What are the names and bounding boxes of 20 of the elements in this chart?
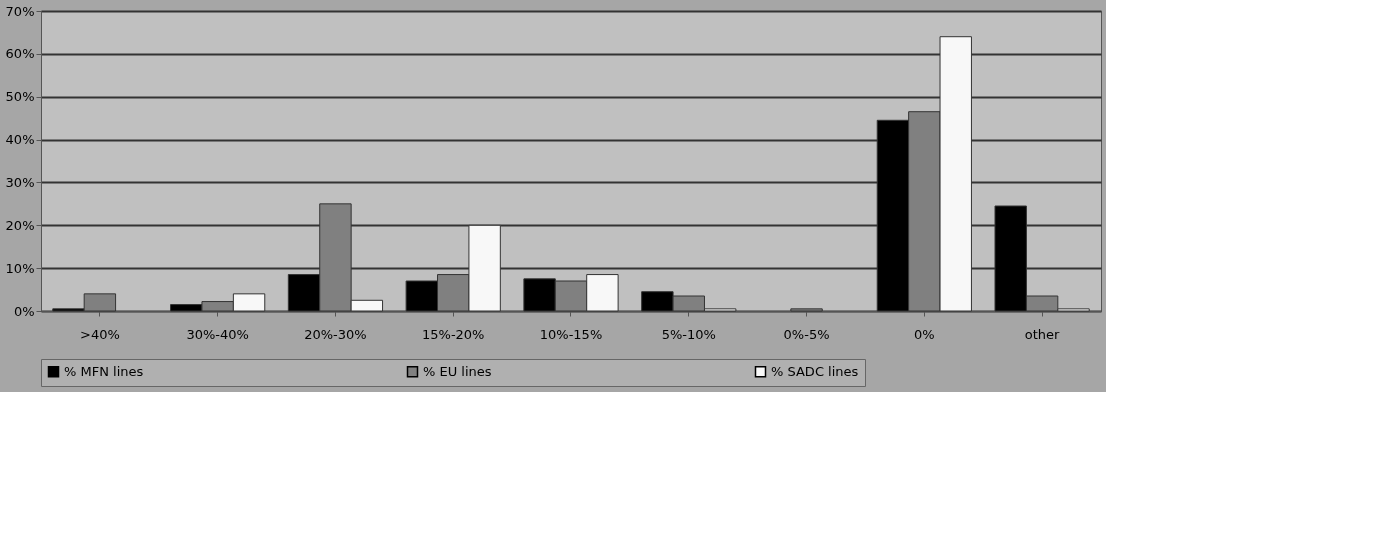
y-tick-label: 20% xyxy=(5,217,35,233)
y-tick-label: 10% xyxy=(5,260,35,276)
legend-label: % EU lines xyxy=(423,363,492,379)
y-tick-label: 40% xyxy=(5,132,35,148)
x-tick-label: 10%-15% xyxy=(539,326,603,342)
y-tick-label: 70% xyxy=(5,3,35,19)
x-tick-label: 0%-5% xyxy=(783,326,830,342)
legend-label: % SADC lines xyxy=(771,363,859,379)
x-tick-label: >40% xyxy=(79,326,120,342)
y-tick-label: 50% xyxy=(5,89,35,105)
y-tick-label: 30% xyxy=(5,174,35,190)
legend-label: % MFN lines xyxy=(64,363,144,379)
y-tick-label: 0% xyxy=(13,303,35,319)
x-tick-label: 5%-10% xyxy=(661,326,716,342)
y-tick-label: 60% xyxy=(5,46,35,62)
x-tick-label: other xyxy=(1024,326,1061,342)
x-tick-label: 0% xyxy=(914,326,935,342)
x-tick-label: 15%-20% xyxy=(421,326,485,342)
x-tick-label: 30%-40% xyxy=(186,326,249,342)
x-tick-label: 20%-30% xyxy=(304,326,367,342)
